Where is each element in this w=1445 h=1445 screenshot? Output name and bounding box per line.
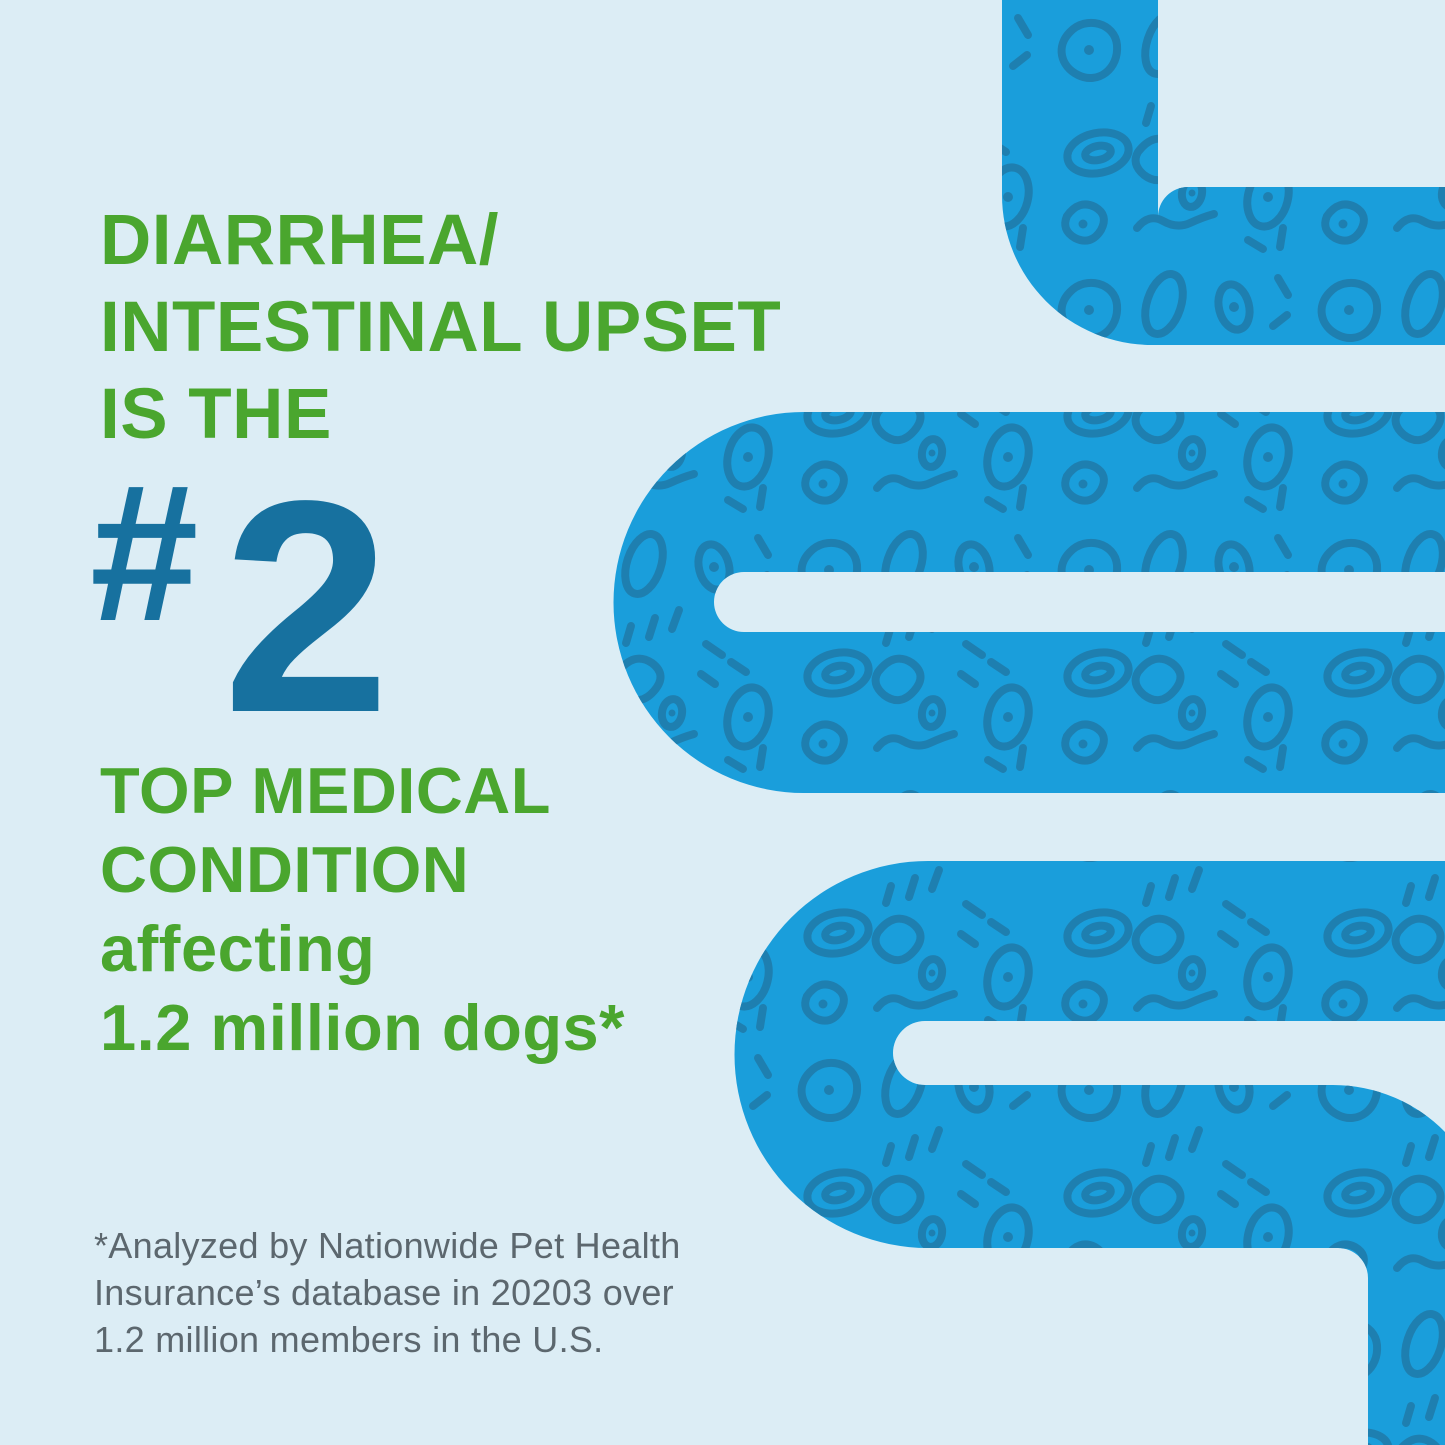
footnote: *Analyzed by Nationwide Pet Health Insur…	[94, 1222, 681, 1363]
subheadline: TOP MEDICAL CONDITION affecting 1.2 mill…	[100, 751, 625, 1067]
intestine-tube-texture	[613, 0, 1445, 1445]
footnote-line-2: Insurance’s database in 20203 over	[94, 1272, 674, 1313]
subheadline-line-4: 1.2 million dogs*	[100, 991, 625, 1064]
headline-line-1: DIARRHEA/	[100, 201, 499, 280]
footnote-line-3: 1.2 million members in the U.S.	[94, 1319, 604, 1360]
headline: DIARRHEA/ INTESTINAL UPSET IS THE	[100, 197, 781, 458]
rank-hash-symbol: #	[90, 444, 199, 662]
subheadline-line-2: CONDITION	[100, 833, 470, 906]
subheadline-line-1: TOP MEDICAL	[100, 754, 551, 827]
footnote-line-1: *Analyzed by Nationwide Pet Health	[94, 1225, 681, 1266]
subheadline-line-3: affecting	[100, 912, 376, 985]
rank: #2	[90, 456, 390, 758]
rank-number: 2	[222, 438, 391, 775]
headline-line-2: INTESTINAL UPSET	[100, 288, 782, 367]
headline-line-3: IS THE	[100, 375, 332, 454]
